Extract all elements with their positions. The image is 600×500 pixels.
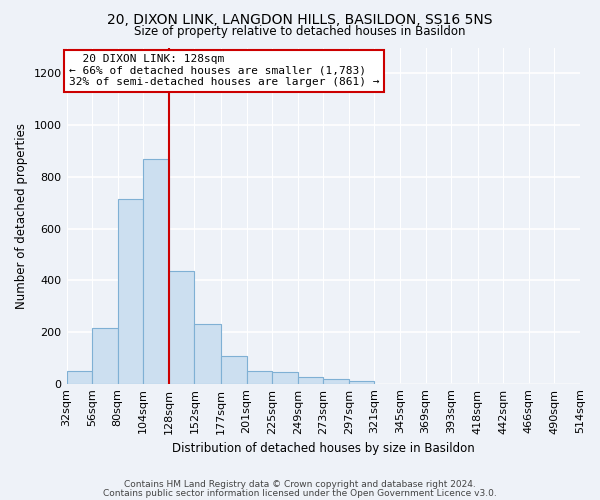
Bar bbox=[194, 324, 221, 384]
Bar bbox=[92, 328, 118, 384]
Text: Contains HM Land Registry data © Crown copyright and database right 2024.: Contains HM Land Registry data © Crown c… bbox=[124, 480, 476, 489]
Text: 20, DIXON LINK, LANGDON HILLS, BASILDON, SS16 5NS: 20, DIXON LINK, LANGDON HILLS, BASILDON,… bbox=[107, 12, 493, 26]
Bar bbox=[221, 356, 247, 384]
Bar bbox=[349, 380, 374, 384]
X-axis label: Distribution of detached houses by size in Basildon: Distribution of detached houses by size … bbox=[172, 442, 475, 455]
Text: 20 DIXON LINK: 128sqm  
← 66% of detached houses are smaller (1,783)
32% of semi: 20 DIXON LINK: 128sqm ← 66% of detached … bbox=[68, 54, 379, 87]
Bar bbox=[272, 372, 298, 384]
Bar bbox=[118, 199, 143, 384]
Text: Size of property relative to detached houses in Basildon: Size of property relative to detached ho… bbox=[134, 25, 466, 38]
Bar bbox=[298, 377, 323, 384]
Bar bbox=[143, 158, 169, 384]
Bar bbox=[247, 372, 272, 384]
Y-axis label: Number of detached properties: Number of detached properties bbox=[15, 122, 28, 308]
Bar bbox=[67, 371, 92, 384]
Text: Contains public sector information licensed under the Open Government Licence v3: Contains public sector information licen… bbox=[103, 488, 497, 498]
Bar bbox=[169, 271, 194, 384]
Bar bbox=[323, 379, 349, 384]
